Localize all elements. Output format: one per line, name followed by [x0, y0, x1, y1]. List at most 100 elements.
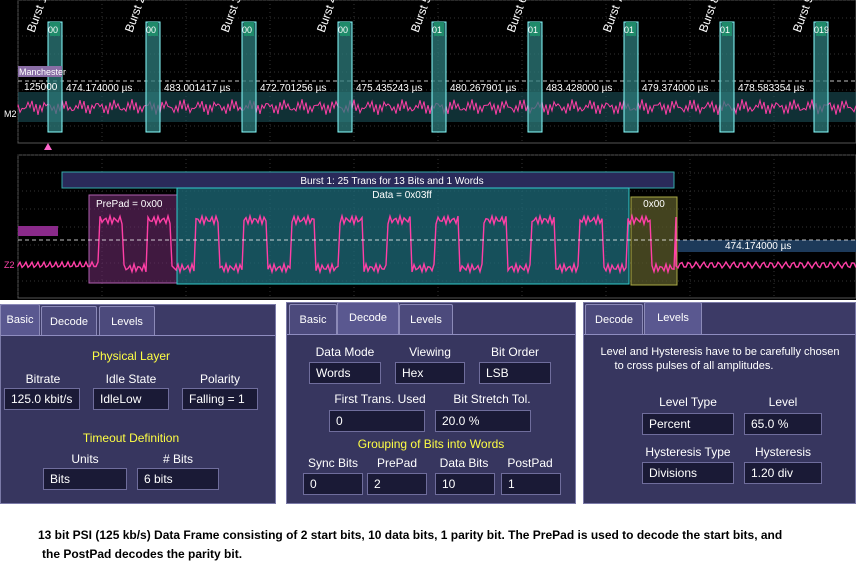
idle-state-field[interactable]: IdleLow	[93, 388, 169, 410]
postpad-field-label: PostPad	[507, 456, 553, 470]
interval-label: 472.701256 µs	[260, 83, 326, 94]
burst-tag	[50, 22, 60, 36]
data-label: Data = 0x03ff	[372, 190, 432, 201]
levels-panel-body: Level and Hysteresis have to be carefull…	[584, 334, 855, 503]
polarity-label: Polarity	[199, 372, 240, 386]
left-bar-marker	[18, 226, 58, 236]
idle-state-label: Idle State	[105, 372, 157, 386]
level-type-field[interactable]: Percent	[642, 413, 734, 435]
level-label: Level	[768, 395, 798, 409]
interval-box	[678, 240, 856, 252]
interval-label: 483.428000 µs	[546, 83, 612, 94]
prepad-field[interactable]: 2	[367, 473, 427, 495]
bottom-interval: 474.174000 µs	[725, 241, 791, 252]
burst-number: 00	[48, 25, 58, 35]
burst-number: 019	[814, 25, 829, 35]
burst-number: 01	[528, 25, 538, 35]
bottom-channel-label: Z2	[4, 260, 15, 270]
grouping-heading: Grouping of Bits into Words	[357, 437, 505, 451]
tab-levels[interactable]: Levels	[99, 306, 155, 336]
tab-decode-3[interactable]: Decode	[585, 304, 643, 334]
interval-label: 478.583354 µs	[738, 83, 804, 94]
bit-order-label: Bit Order	[490, 345, 539, 359]
physical-layer-heading: Physical Layer	[91, 349, 171, 363]
burst-number: 01	[432, 25, 442, 35]
tab-levels-2[interactable]: Levels	[399, 304, 453, 334]
interval-label: 479.374000 µs	[642, 83, 708, 94]
burst-marker	[813, 21, 829, 133]
bottom-trace	[17, 213, 856, 275]
level-field[interactable]: 65.0 %	[744, 413, 822, 435]
burst-number: 00	[242, 25, 252, 35]
interval-label: 480.267901 µs	[450, 83, 516, 94]
tab-decode-2[interactable]: Decode	[337, 302, 399, 334]
burst-tag	[244, 22, 254, 36]
data-bits-field[interactable]: 10	[435, 473, 495, 495]
burst-number: 00	[338, 25, 348, 35]
bitrate-label: Bitrate	[25, 372, 61, 386]
prepad-field-label: PrePad	[376, 456, 418, 470]
burst-number: 00	[146, 25, 156, 35]
timeout-definition-heading: Timeout Definition	[82, 431, 180, 445]
tab-levels-3[interactable]: Levels	[644, 302, 702, 334]
figure-caption: 13 bit PSI (125 kb/s) Data Frame consist…	[38, 526, 838, 564]
postpad-label: 0x00	[643, 199, 665, 210]
levels-panel: Decode Levels Level and Hysteresis have …	[583, 302, 856, 504]
hysteresis-type-field[interactable]: Divisions	[642, 462, 734, 484]
waveform-canvas: Burst 1:00 Burst 2:00 Burst 3:00 Burst 4:00…	[4, 0, 856, 299]
viewing-field[interactable]: Hex	[395, 362, 465, 384]
units-label: Units	[71, 452, 99, 466]
hysteresis-field[interactable]: 1.20 div	[744, 462, 822, 484]
sync-bits-field[interactable]: 0	[303, 473, 363, 495]
burst-marker	[241, 21, 257, 133]
units-field[interactable]: Bits	[43, 468, 127, 490]
basic-panel: Basic Decode Levels Physical Layer Bitra…	[0, 304, 276, 504]
decoder-label: Manchester	[19, 67, 66, 77]
nbits-field[interactable]: 6 bits	[137, 468, 219, 490]
burst-marker	[337, 21, 353, 133]
burst-tag	[148, 22, 158, 36]
data-bits-label: Data Bits	[439, 456, 489, 470]
tab-decode[interactable]: Decode	[41, 306, 97, 336]
interval-label: 474.174000 µs	[66, 83, 132, 94]
caption-line2: the PostPad decodes the parity bit.	[42, 547, 243, 561]
burst-header: Burst 1: 25 Trans for 13 Bits and 1 Word…	[300, 176, 483, 187]
data-mode-field[interactable]: Words	[309, 362, 381, 384]
level-type-label: Level Type	[659, 395, 717, 409]
prepad-label: PrePad = 0x00	[96, 199, 163, 210]
first-trans-field[interactable]: 0	[329, 410, 425, 432]
burst-tag	[626, 22, 636, 36]
bit-order-field[interactable]: LSB	[479, 362, 551, 384]
caption-line1: 13 bit PSI (125 kb/s) Data Frame consist…	[38, 528, 783, 542]
bit-stretch-label: Bit Stretch Tol.	[453, 392, 531, 406]
first-trans-label: First Trans. Used	[334, 392, 426, 406]
burst-tag	[340, 22, 350, 36]
burst-marker	[623, 21, 639, 133]
interval-label: 483.001417 µs	[164, 83, 230, 94]
first-value-label: 125000	[24, 82, 58, 93]
oscilloscope-display: Burst 1: 00 Burst 2: 00 Burst 3: 00 Burst 4: 00…	[0, 0, 856, 300]
polarity-field[interactable]: Falling = 1	[182, 388, 258, 410]
burst-marker	[145, 21, 161, 133]
bit-stretch-field[interactable]: 20.0 %	[435, 410, 531, 432]
burst-tag	[722, 22, 732, 36]
burst-marker	[431, 21, 447, 133]
trigger-marker-icon[interactable]	[44, 143, 52, 150]
bitrate-field[interactable]: 125.0 kbit/s	[4, 388, 80, 410]
tab-basic-2[interactable]: Basic	[289, 304, 337, 334]
burst-marker	[527, 21, 543, 133]
basic-panel-body: Physical Layer Bitrate 125.0 kbit/s Idle…	[1, 335, 275, 503]
burst-tag	[434, 22, 444, 36]
burst-marker	[719, 21, 735, 133]
data-mode-label: Data Mode	[315, 345, 375, 359]
levels-note-line1: Level and Hysteresis have to be carefull…	[600, 346, 840, 358]
levels-note-line2: to cross pulses of all amplitudes.	[614, 360, 774, 372]
viewing-label: Viewing	[409, 345, 451, 359]
data-region	[176, 187, 630, 285]
tab-basic[interactable]: Basic	[0, 304, 40, 336]
postpad-field[interactable]: 1	[501, 473, 561, 495]
hysteresis-label: Hysteresis	[754, 445, 811, 459]
hysteresis-type-label: Hysteresis Type	[645, 445, 731, 459]
top-channel-label: M2	[4, 109, 17, 119]
sync-bits-label: Sync Bits	[307, 456, 358, 470]
